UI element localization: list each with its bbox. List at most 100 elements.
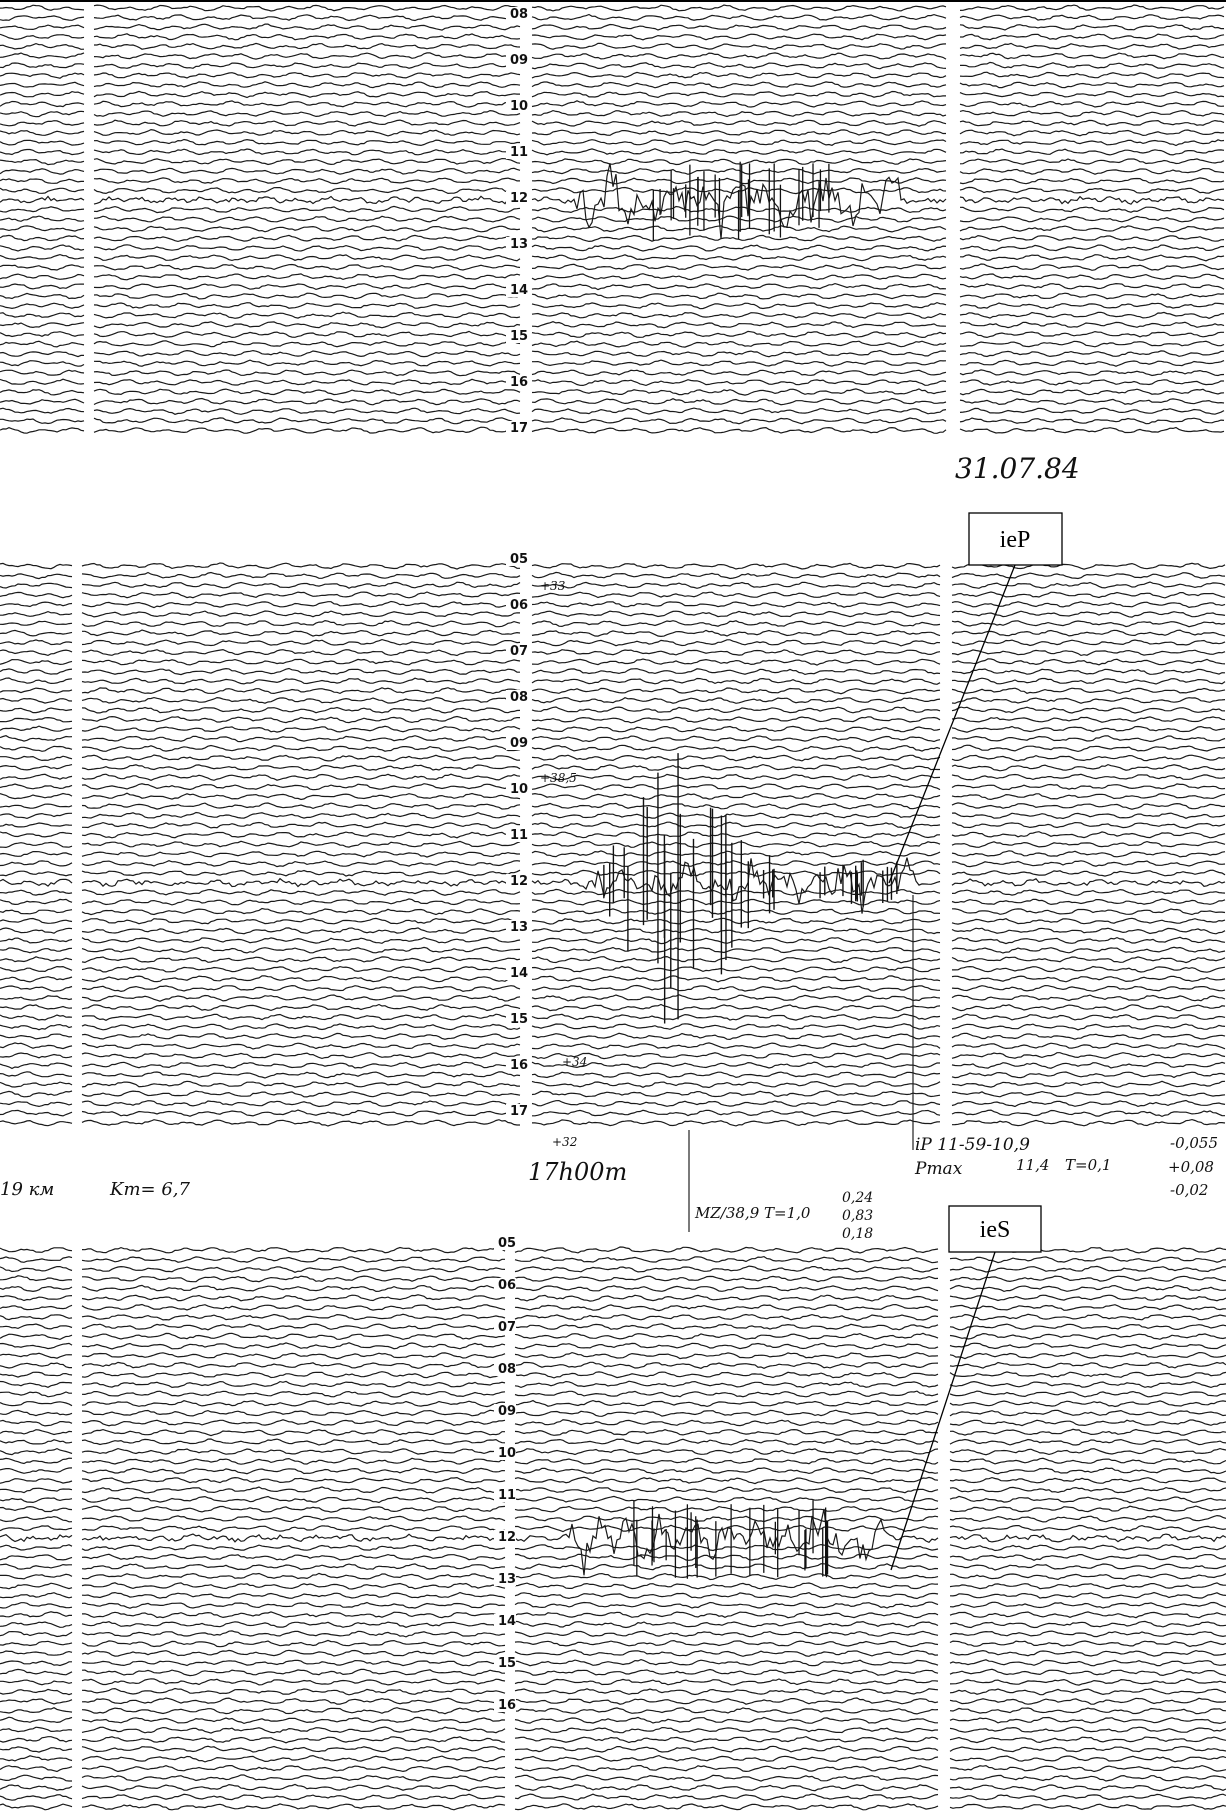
seismic-trace bbox=[81, 1486, 506, 1494]
seismic-trace bbox=[0, 110, 85, 118]
seismic-trace bbox=[951, 1080, 1226, 1088]
seismic-trace bbox=[949, 1409, 1226, 1417]
seismic-trace bbox=[0, 909, 73, 915]
seismic-trace bbox=[951, 754, 1226, 762]
seismic-trace bbox=[949, 1447, 1226, 1456]
seismic-trace bbox=[531, 4, 947, 12]
seismic-trace bbox=[531, 908, 941, 915]
seismic-trace bbox=[531, 1013, 941, 1021]
seismic-trace bbox=[81, 907, 521, 916]
seismic-trace bbox=[959, 417, 1225, 425]
seismic-trace bbox=[531, 138, 947, 146]
leader-line bbox=[890, 1251, 996, 1571]
seismic-trace bbox=[949, 1784, 1226, 1792]
seismic-trace bbox=[532, 359, 947, 367]
seismic-trace bbox=[0, 735, 73, 742]
seismic-trace bbox=[514, 1285, 939, 1292]
seismic-trace bbox=[949, 1697, 1226, 1705]
seismic-trace bbox=[531, 369, 947, 377]
seismic-trace bbox=[949, 1505, 1226, 1513]
seismic-trace bbox=[531, 869, 941, 877]
seismic-trace bbox=[81, 1467, 506, 1475]
seismic-trace bbox=[531, 340, 947, 348]
seismic-trace bbox=[514, 1476, 939, 1485]
seismic-trace bbox=[93, 244, 521, 252]
seismic-trace bbox=[93, 388, 521, 396]
seismic-trace bbox=[81, 1003, 521, 1012]
seismic-trace bbox=[532, 1119, 941, 1127]
seismic-trace bbox=[0, 1707, 73, 1714]
seismic-trace bbox=[81, 1332, 506, 1341]
seismic-trace bbox=[0, 195, 85, 204]
seismic-trace bbox=[959, 340, 1225, 348]
hour-label: 06 bbox=[510, 598, 528, 613]
seismic-trace bbox=[81, 927, 521, 935]
hour-label: 15 bbox=[510, 1012, 528, 1027]
seismic-trace bbox=[531, 177, 947, 185]
seismic-trace bbox=[514, 1592, 939, 1600]
seismic-trace bbox=[0, 351, 84, 358]
annotation-box bbox=[948, 1205, 1042, 1253]
seismic-trace bbox=[514, 1803, 939, 1811]
seismic-trace bbox=[93, 14, 521, 22]
hour-label-bg bbox=[506, 7, 528, 21]
seismic-trace bbox=[0, 264, 84, 271]
seismic-trace bbox=[951, 956, 1226, 964]
seismic-trace bbox=[531, 792, 941, 800]
seismic-trace bbox=[0, 1487, 73, 1494]
seismic-trace bbox=[0, 1515, 73, 1523]
hour-label-bg bbox=[494, 1614, 516, 1628]
seismic-trace bbox=[93, 234, 521, 243]
seismic-trace bbox=[531, 397, 947, 406]
seismic-trace bbox=[81, 591, 521, 599]
seismic-trace bbox=[93, 100, 521, 108]
distance-note: 19 км bbox=[0, 1179, 54, 1200]
seismic-trace bbox=[949, 1457, 1226, 1465]
seismic-trace bbox=[951, 1109, 1226, 1118]
seismic-trace bbox=[959, 398, 1225, 406]
seismic-trace bbox=[531, 965, 941, 973]
seismic-trace bbox=[0, 148, 85, 156]
seismic-trace bbox=[951, 773, 1226, 781]
seismic-trace bbox=[0, 1630, 73, 1638]
seismic-trace bbox=[0, 1090, 73, 1098]
seismic-trace bbox=[959, 244, 1225, 252]
seismic-trace bbox=[531, 23, 947, 31]
seismic-trace bbox=[81, 1726, 506, 1734]
seismic-trace bbox=[81, 1803, 506, 1811]
seismic-trace bbox=[531, 292, 947, 300]
seismic-trace bbox=[0, 1247, 73, 1253]
seismic-trace bbox=[949, 1428, 1226, 1436]
seismic-trace bbox=[0, 1304, 73, 1311]
seismic-trace bbox=[0, 1592, 73, 1599]
annotation-box bbox=[968, 512, 1063, 566]
seismic-trace bbox=[81, 725, 521, 733]
seismic-trace bbox=[0, 1409, 73, 1417]
seismic-trace bbox=[531, 735, 941, 743]
seismic-trace bbox=[81, 1457, 506, 1465]
seismic-trace bbox=[531, 42, 947, 50]
seismic-trace bbox=[81, 1754, 505, 1763]
seismic-trace bbox=[0, 677, 73, 685]
seismic-trace bbox=[959, 273, 1225, 280]
seismic-trace bbox=[531, 936, 941, 945]
seismic-trace bbox=[959, 100, 1225, 108]
seismic-trace bbox=[0, 1621, 73, 1628]
hour-label: 14 bbox=[510, 283, 528, 298]
seismic-trace bbox=[0, 573, 73, 580]
seismic-trace bbox=[81, 571, 521, 579]
seismic-trace bbox=[0, 1362, 72, 1369]
seismic-trace bbox=[531, 1052, 941, 1060]
hour-label: 08 bbox=[510, 7, 528, 22]
seismic-trace bbox=[81, 783, 521, 791]
hour-label: 08 bbox=[498, 1362, 516, 1377]
seismic-trace bbox=[949, 1380, 1226, 1389]
seismic-trace bbox=[514, 1294, 939, 1302]
seismic-trace bbox=[531, 610, 941, 618]
seismic-trace bbox=[959, 61, 1225, 69]
seismic-trace bbox=[81, 619, 521, 628]
seismic-trace bbox=[959, 24, 1224, 31]
seismic-trace bbox=[514, 1419, 939, 1427]
